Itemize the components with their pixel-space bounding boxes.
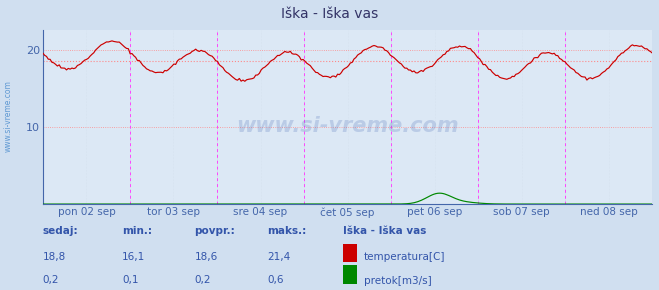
Text: sedaj:: sedaj: (43, 226, 78, 236)
Text: 0,2: 0,2 (194, 276, 211, 285)
Text: pretok[m3/s]: pretok[m3/s] (364, 276, 432, 285)
Text: 0,6: 0,6 (267, 276, 283, 285)
Text: temperatura[C]: temperatura[C] (364, 252, 445, 262)
Text: Iška - Iška vas: Iška - Iška vas (343, 226, 426, 236)
Text: 16,1: 16,1 (122, 252, 145, 262)
Text: min.:: min.: (122, 226, 152, 236)
Text: 18,8: 18,8 (43, 252, 66, 262)
Text: povpr.:: povpr.: (194, 226, 235, 236)
Text: www.si-vreme.com: www.si-vreme.com (237, 116, 459, 136)
Text: 21,4: 21,4 (267, 252, 290, 262)
Text: 0,1: 0,1 (122, 276, 138, 285)
Text: Iška - Iška vas: Iška - Iška vas (281, 7, 378, 21)
Text: www.si-vreme.com: www.si-vreme.com (3, 80, 13, 152)
Text: 18,6: 18,6 (194, 252, 217, 262)
Text: 0,2: 0,2 (43, 276, 59, 285)
Text: maks.:: maks.: (267, 226, 306, 236)
